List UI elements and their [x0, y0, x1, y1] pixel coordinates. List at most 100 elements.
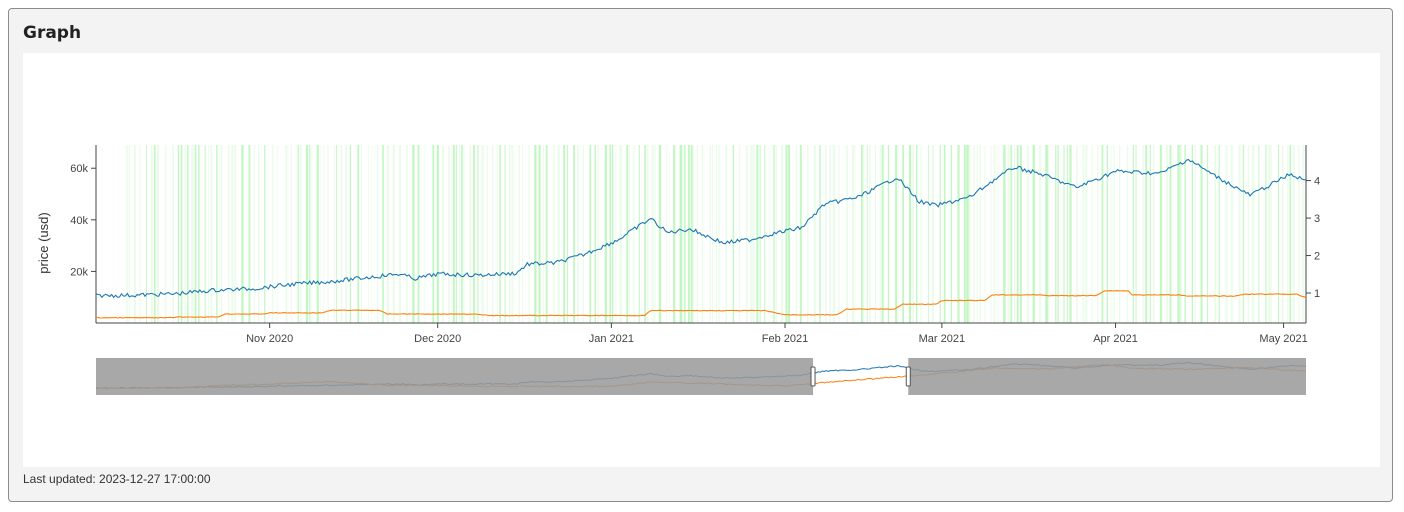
signal-band	[497, 145, 498, 323]
signal-band	[690, 145, 693, 323]
signal-band	[973, 145, 975, 323]
signal-band	[979, 145, 981, 323]
signal-band	[1032, 145, 1035, 323]
signal-band	[1014, 145, 1015, 323]
signal-band	[386, 145, 389, 323]
slider-handle-right[interactable]	[905, 366, 911, 387]
y-axis-label: price (usd)	[36, 212, 51, 273]
signal-band	[666, 145, 667, 323]
signal-band	[1281, 145, 1284, 323]
signal-band	[701, 145, 704, 323]
signal-band	[133, 145, 136, 323]
y-left-tick-label: 20k	[70, 266, 88, 278]
signal-band	[1142, 145, 1145, 323]
signal-band	[1270, 145, 1272, 323]
signal-band	[711, 145, 713, 323]
slider-handle-left[interactable]	[810, 366, 816, 387]
signal-band	[604, 145, 607, 323]
range-slider	[95, 358, 1307, 395]
signal-band	[538, 145, 541, 323]
signal-band	[146, 145, 147, 323]
signal-band	[1242, 145, 1245, 323]
signal-band	[377, 145, 379, 323]
signal-band	[829, 145, 831, 323]
signal-band	[684, 145, 686, 323]
signal-band	[957, 145, 960, 323]
signal-band	[528, 145, 530, 323]
signal-band	[264, 145, 266, 323]
signal-band	[1292, 145, 1295, 323]
signal-band	[297, 145, 299, 323]
signal-band	[481, 145, 484, 323]
signal-band	[1027, 145, 1030, 323]
signal-band	[1258, 145, 1260, 323]
signal-band	[187, 145, 189, 323]
signal-band	[997, 145, 999, 323]
signal-band	[895, 145, 897, 323]
signal-band	[658, 145, 662, 323]
signal-band	[807, 145, 809, 323]
signal-band	[756, 145, 759, 323]
signal-band	[1214, 145, 1217, 323]
y-right-tick-label: 2	[1314, 251, 1320, 263]
signal-band	[950, 145, 952, 323]
signal-band	[764, 145, 766, 323]
signal-band	[1010, 145, 1013, 323]
signal-band	[651, 145, 654, 323]
signal-band	[153, 145, 156, 323]
signal-band	[966, 145, 969, 323]
signal-band	[838, 145, 840, 323]
signal-band	[799, 145, 802, 323]
signal-band	[553, 145, 555, 323]
signal-band	[692, 145, 694, 323]
signal-band	[1218, 145, 1220, 323]
signal-band	[916, 145, 918, 323]
signal-band	[334, 145, 336, 323]
signal-band	[846, 145, 849, 323]
signal-band	[234, 145, 237, 323]
signal-shading	[126, 145, 1305, 323]
signal-band	[725, 145, 727, 323]
signal-band	[1132, 145, 1134, 323]
signal-band	[290, 145, 292, 323]
signal-band	[881, 145, 884, 323]
signal-band	[349, 145, 352, 323]
signal-band	[1184, 145, 1186, 323]
signal-band	[253, 145, 256, 323]
signal-band	[687, 145, 690, 323]
signal-band	[825, 145, 827, 323]
signal-band	[459, 145, 461, 323]
price-chart[interactable]: Nov 2020 Dec 2020 Jan 2021 Feb 2021 Mar 2021…	[23, 53, 1380, 467]
signal-band	[208, 145, 209, 323]
signal-band	[1066, 145, 1068, 323]
signal-band	[696, 145, 698, 323]
signal-band	[679, 145, 682, 323]
signal-band	[1069, 145, 1072, 323]
signal-band	[461, 145, 463, 323]
signal-band	[382, 145, 384, 323]
signal-band	[316, 145, 319, 323]
signal-band	[788, 145, 791, 323]
signal-band	[759, 145, 761, 323]
signal-band	[545, 145, 548, 323]
signal-band	[398, 145, 402, 323]
plot-area[interactable]: Nov 2020 Dec 2020 Jan 2021 Feb 2021 Mar 2021…	[23, 53, 1380, 467]
signal-band	[897, 145, 899, 323]
signal-band	[745, 145, 748, 323]
signal-band	[504, 145, 506, 323]
series-lines	[95, 158, 1307, 319]
signal-band	[566, 145, 568, 323]
signal-band	[908, 145, 912, 323]
signal-band	[368, 145, 370, 323]
signal-band	[1091, 145, 1093, 323]
signal-band	[628, 145, 630, 323]
signal-band	[448, 145, 450, 323]
signal-band	[1206, 145, 1208, 323]
signal-band	[180, 145, 183, 323]
signal-band	[1110, 145, 1112, 323]
signal-band	[1225, 145, 1228, 323]
signal-band	[863, 145, 865, 323]
signal-band	[441, 145, 444, 323]
signal-band	[964, 145, 966, 323]
signal-band	[1063, 145, 1065, 323]
